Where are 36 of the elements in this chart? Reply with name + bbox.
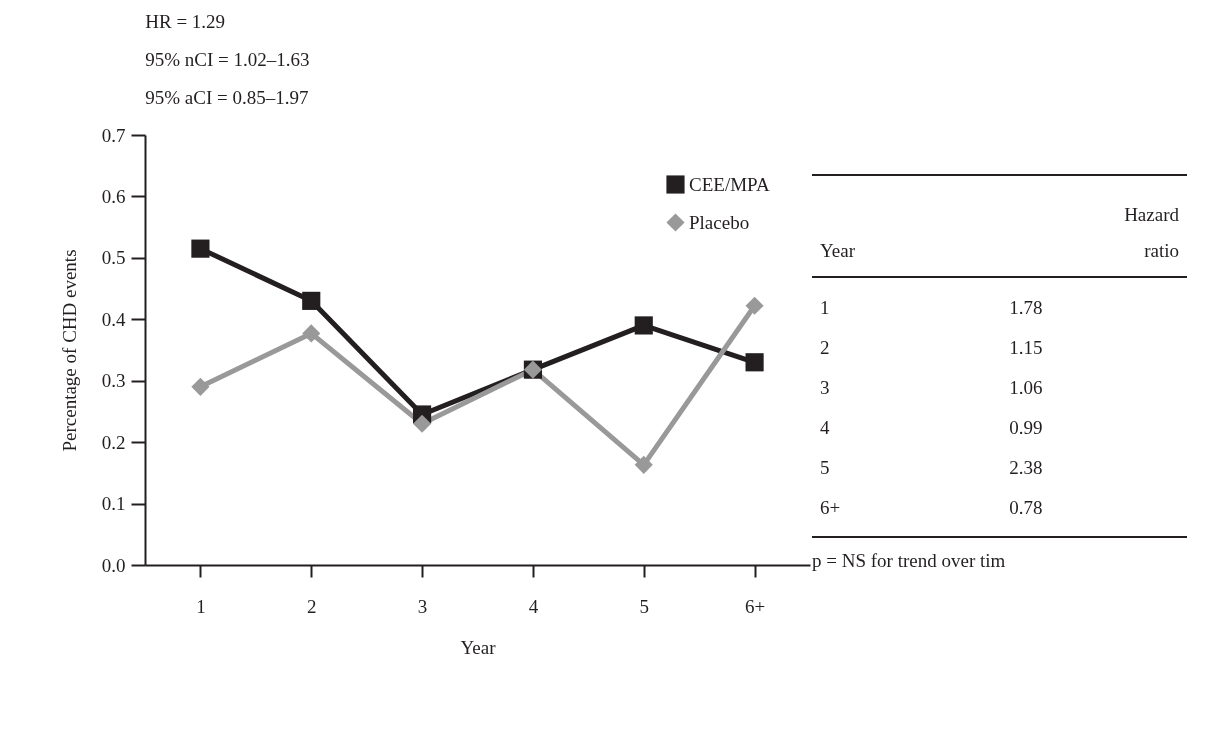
y-axis-title: Percentage of CHD events	[58, 249, 80, 452]
y-tick-label: 0.6	[101, 185, 126, 207]
text: 2	[819, 336, 831, 360]
text: Year	[812, 226, 915, 277]
text: 1	[819, 296, 831, 320]
x-tick-label: 1	[196, 595, 206, 617]
legend-label: Placebo	[689, 211, 750, 233]
y-tick-label: 0.7	[101, 124, 126, 146]
text: 4	[819, 416, 831, 440]
x-axis-title: Year	[460, 636, 497, 658]
x-tick-label: 4	[528, 595, 539, 617]
text: 6+	[812, 488, 915, 537]
text: 1.15	[1008, 336, 1044, 360]
y-tick-label: 0.3	[101, 370, 126, 392]
y-tick-label: 0.1	[101, 493, 126, 515]
y-tick-label: 0.5	[101, 247, 126, 269]
legend-label: CEE/MPA	[689, 173, 770, 195]
text: 95% aCI = 0.85–1.97	[145, 87, 309, 108]
y-tick-label: 0.2	[101, 431, 126, 453]
x-tick-label: 5	[639, 595, 649, 617]
text: 5	[819, 456, 831, 480]
y-tick-label: 0.4	[101, 308, 126, 330]
x-tick-label: 2	[307, 595, 317, 617]
text: 95% nCI = 1.02–1.63	[145, 49, 310, 70]
x-tick-label: 3	[417, 595, 428, 617]
text: 0.99	[1008, 416, 1044, 440]
text: HR = 1.29	[145, 11, 226, 32]
text: 0.78	[914, 488, 1187, 537]
x-tick-label: 6+	[744, 595, 766, 617]
text: 1.06	[1008, 376, 1044, 400]
text: 2.38	[1008, 456, 1044, 480]
text: 3	[819, 376, 831, 400]
text: 1.78	[1008, 296, 1044, 320]
text: Hazard ratio	[1124, 204, 1179, 261]
y-tick-label: 0.0	[101, 554, 126, 576]
text: p = NS for trend over tim	[812, 550, 1007, 572]
